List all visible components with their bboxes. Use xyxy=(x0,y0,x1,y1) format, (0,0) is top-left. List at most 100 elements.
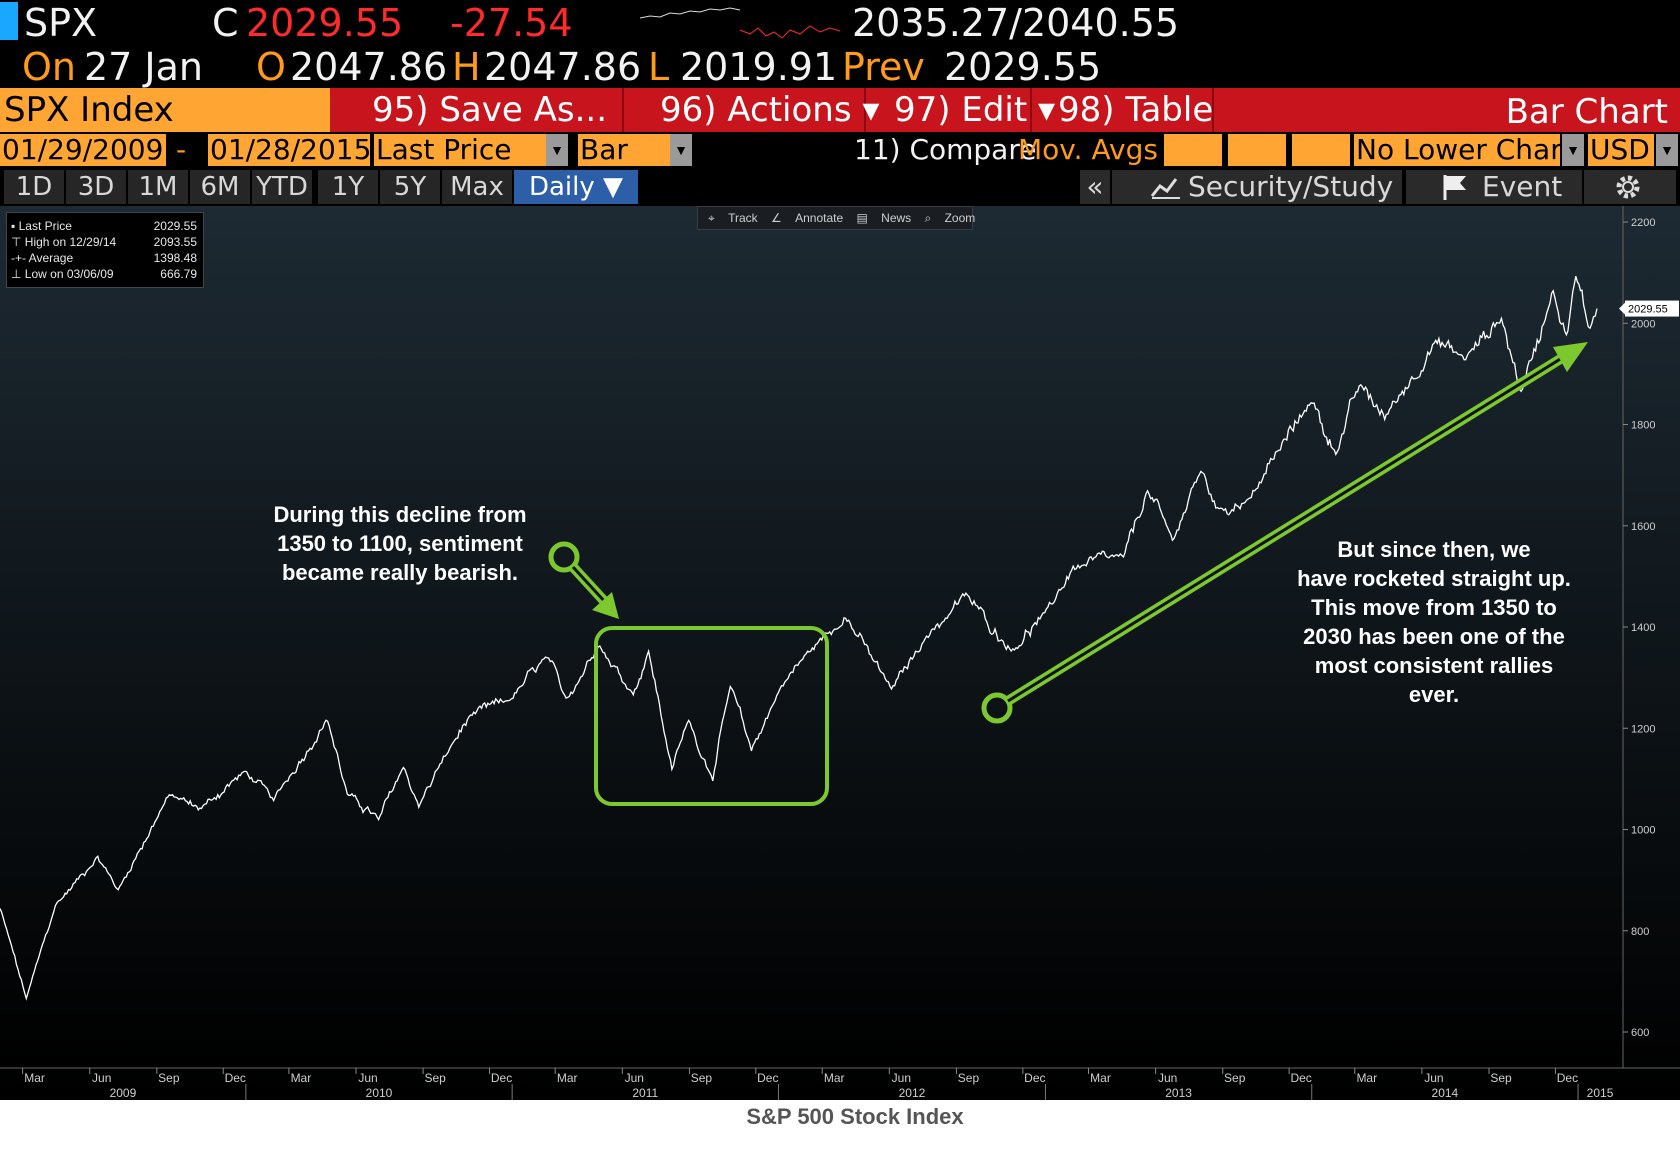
y-tick-label: 2200 xyxy=(1631,217,1655,229)
zoom-tool[interactable]: ⌕ Zoom xyxy=(924,211,976,225)
rally-annotation-line-4: 2030 has been one of the xyxy=(1303,624,1565,649)
annotate-tool[interactable]: ∠ Annotate xyxy=(771,211,844,225)
range-1m[interactable]: 1M xyxy=(128,170,188,204)
date-range-row: 01/29/2009 - 01/28/2015 Last Price ▼ Bar… xyxy=(0,132,1680,168)
lower-chart-select[interactable]: No Lower Chart xyxy=(1354,134,1560,166)
compare-button[interactable]: 11) Compare xyxy=(854,133,1037,166)
table-button[interactable]: 98) Table xyxy=(1032,88,1214,132)
price-field-dropdown-icon[interactable]: ▼ xyxy=(546,134,568,166)
menu-bar: SPX Index 95) Save As... 96) Actions ▾ 9… xyxy=(0,88,1680,132)
collapse-button[interactable]: « xyxy=(1080,170,1110,204)
chart-toolstrip: ⌖ Track ∠ Annotate ▤ News ⌕ Zoom xyxy=(697,206,976,230)
x-tick-label: Dec xyxy=(491,1071,512,1085)
quote-header: SPX C 2029.55 -27.54 2035.27/2040.55 On … xyxy=(0,0,1680,89)
legend-average-value: 1398.48 xyxy=(153,251,197,265)
study-slot-1[interactable] xyxy=(1164,134,1222,166)
x-year-label: 2011 xyxy=(632,1086,658,1100)
x-tick-label: Sep xyxy=(691,1071,713,1085)
price-field-select[interactable]: Last Price xyxy=(374,134,546,166)
decline-annotation-line-3: became really bearish. xyxy=(281,560,519,585)
rally-annotation: But since then, we have rocketed straigh… xyxy=(1262,535,1606,709)
start-date-field[interactable]: 01/29/2009 xyxy=(0,134,166,166)
rally-annotation-line-6: ever. xyxy=(1408,682,1460,707)
currency-select[interactable]: USD xyxy=(1588,134,1654,166)
bid-ask: 2035.27/2040.55 xyxy=(852,1,1180,45)
decline-annotation-line-1: During this decline from xyxy=(273,502,527,527)
open-value: 2047.86 xyxy=(290,45,448,89)
legend-high-label: ⊤ High on 12/29/14 xyxy=(11,235,117,249)
chart-style-dropdown-icon[interactable]: ▼ xyxy=(670,134,692,166)
x-year-label: 2010 xyxy=(366,1086,393,1100)
last-price-pointer xyxy=(1619,302,1625,315)
rally-annotation-line-1: But since then, we xyxy=(1337,537,1531,562)
y-tick-label: 2000 xyxy=(1631,318,1655,330)
study-slot-3[interactable] xyxy=(1292,134,1350,166)
frequency-select[interactable]: Daily ▼ xyxy=(514,170,638,204)
net-change: -27.54 xyxy=(450,1,573,45)
lower-chart-dropdown-icon[interactable]: ▼ xyxy=(1562,134,1584,166)
high-label: H xyxy=(452,45,481,89)
y-tick-label: 600 xyxy=(1631,1027,1649,1039)
plot-area xyxy=(0,206,1623,1068)
event-button[interactable]: Event xyxy=(1406,170,1582,204)
low-label: L xyxy=(648,45,670,89)
prev-label: Prev xyxy=(842,45,925,89)
legend-average-label: -+- Average xyxy=(11,251,74,265)
price-chart[interactable]: 600 800 1000 1200 1400 1600 1800 2000 2200 Mar Ju… xyxy=(0,206,1680,1100)
legend-high-value: 2093.55 xyxy=(153,235,197,249)
legend-low-value: 666.79 xyxy=(160,267,197,281)
range-1y[interactable]: 1Y xyxy=(318,170,378,204)
track-tool[interactable]: ⌖ Track xyxy=(708,211,758,225)
range-1d[interactable]: 1D xyxy=(4,170,64,204)
news-tool[interactable]: ▤ News xyxy=(856,211,912,225)
rally-annotation-line-2: have rocketed straight up. xyxy=(1297,566,1571,591)
x-tick-label: Dec xyxy=(757,1071,778,1085)
last-price-marker xyxy=(1625,300,1679,317)
open-label: O xyxy=(256,45,286,89)
x-tick-label: Jun xyxy=(358,1071,377,1085)
range-5y[interactable]: 5Y xyxy=(380,170,440,204)
decline-annotation: During this decline from 1350 to 1100, s… xyxy=(250,500,550,587)
x-tick-label: Mar xyxy=(291,1071,312,1085)
x-tick-label: Dec xyxy=(1557,1071,1578,1085)
y-tick-label: 1000 xyxy=(1631,825,1655,837)
chart-legend: ▪ Last Price 2029.55 ⊤ High on 12/29/14 … xyxy=(6,212,204,288)
chart-type-title: Bar Chart xyxy=(1505,92,1668,132)
save-as-button[interactable]: 95) Save As... xyxy=(332,88,624,132)
close-label: C xyxy=(212,1,239,45)
x-tick-label: Mar xyxy=(557,1071,578,1085)
range-6m[interactable]: 6M xyxy=(190,170,250,204)
edit-button[interactable]: 97) Edit ▾ xyxy=(866,88,1055,132)
x-tick-label: Jun xyxy=(1158,1071,1177,1085)
moving-averages-button[interactable]: Mov. Avgs xyxy=(1018,133,1158,166)
x-tick-label: Dec xyxy=(1024,1071,1045,1085)
chart-caption: S&P 500 Stock Index xyxy=(746,1104,964,1129)
x-tick-label: Mar xyxy=(1356,1071,1377,1085)
currency-dropdown-icon[interactable]: ▼ xyxy=(1656,134,1678,166)
end-date-field[interactable]: 01/28/2015 xyxy=(208,134,370,166)
x-tick-label: Jun xyxy=(1424,1071,1443,1085)
y-tick-label: 800 xyxy=(1631,926,1649,938)
prev-value: 2029.55 xyxy=(944,45,1102,89)
security-field[interactable]: SPX Index xyxy=(0,88,330,132)
actions-button[interactable]: 96) Actions ▾ xyxy=(624,88,879,132)
x-tick-label: Sep xyxy=(1490,1071,1512,1085)
y-tick-label: 1200 xyxy=(1631,723,1655,735)
range-max[interactable]: Max xyxy=(442,170,512,204)
on-label: On xyxy=(22,45,76,89)
rally-annotation-line-5: most consistent rallies xyxy=(1314,653,1554,678)
rally-annotation-line-3: This move from 1350 to xyxy=(1311,595,1557,620)
x-year-label: 2013 xyxy=(1165,1086,1192,1100)
last-price-value: 2029.55 xyxy=(1628,304,1668,316)
chart-style-select[interactable]: Bar xyxy=(578,134,670,166)
security-study-label: Security/Study xyxy=(1188,170,1394,203)
decline-arrow xyxy=(548,541,619,619)
range-3d[interactable]: 3D xyxy=(66,170,126,204)
range-ytd[interactable]: YTD xyxy=(252,170,312,204)
ticker: SPX xyxy=(24,1,98,45)
study-slot-2[interactable] xyxy=(1228,134,1286,166)
ticker-marker xyxy=(0,2,18,40)
settings-button[interactable] xyxy=(1584,170,1676,204)
x-tick-label: Mar xyxy=(1090,1071,1111,1085)
security-study-button[interactable]: Security/Study xyxy=(1112,170,1402,204)
